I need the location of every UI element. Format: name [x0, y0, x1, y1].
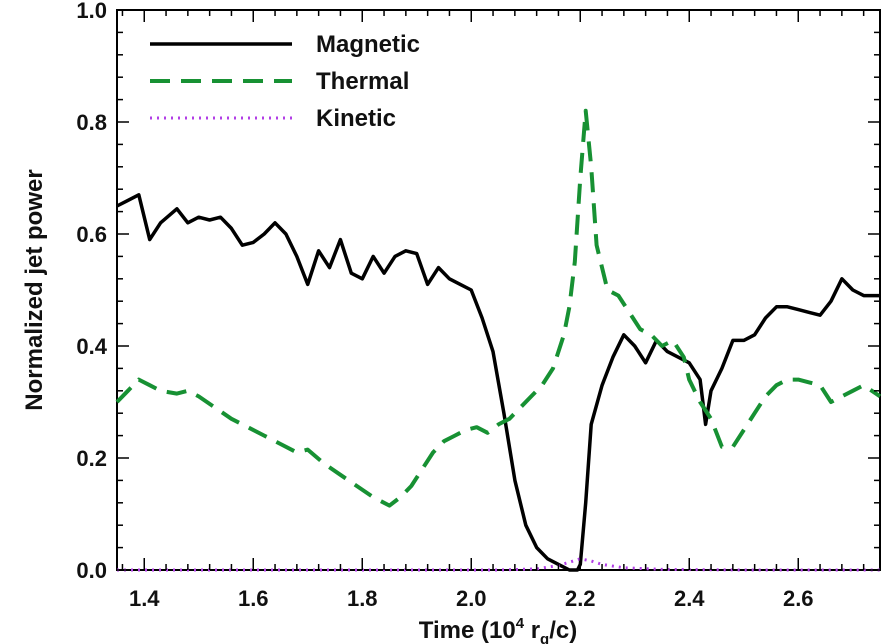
tick-labels: 1.4 1.6 1.8 2.0 2.2 2.4 2.6 0.0 0.2 0.4 0.6 0.8 1.0: [76, 0, 813, 611]
x-axis-title: Time (104 rg/c): [419, 615, 577, 644]
plot-frame: [116, 9, 881, 571]
y-tick-label: 0.4: [76, 334, 107, 359]
legend: Magnetic Thermal Kinetic: [150, 31, 420, 132]
y-tick-label: 1.0: [76, 0, 107, 23]
x-tick-label: 2.0: [456, 586, 487, 611]
x-tick-label: 1.4: [129, 586, 160, 611]
x-axis-title-sup: 4: [516, 615, 525, 632]
legend-label-magnetic: Magnetic: [316, 31, 420, 58]
x-axis-title-end: /c): [549, 617, 577, 644]
y-axis-title: Normalized jet power: [21, 169, 48, 410]
y-tick-label: 0.2: [76, 446, 107, 471]
x-tick-label: 2.6: [783, 586, 814, 611]
y-tick-label: 0.0: [76, 558, 107, 583]
x-tick-label: 2.2: [565, 586, 596, 611]
x-tick-label: 2.4: [674, 586, 705, 611]
y-tick-label: 0.8: [76, 110, 107, 135]
y-tick-label: 0.6: [76, 222, 107, 247]
legend-label-kinetic: Kinetic: [316, 105, 396, 132]
legend-label-thermal: Thermal: [316, 68, 409, 95]
x-axis-title-unit: r: [524, 617, 540, 644]
x-axis-title-main: Time (10: [419, 617, 516, 644]
x-axis-title-sub: g: [540, 631, 549, 644]
series-line-magnetic: [116, 193, 880, 572]
x-tick-label: 1.8: [347, 586, 378, 611]
x-tick-label: 1.6: [238, 586, 269, 611]
axis-ticks: [117, 9, 880, 571]
data-lines: [115, 108, 882, 572]
series-line-thermal: [115, 108, 882, 508]
